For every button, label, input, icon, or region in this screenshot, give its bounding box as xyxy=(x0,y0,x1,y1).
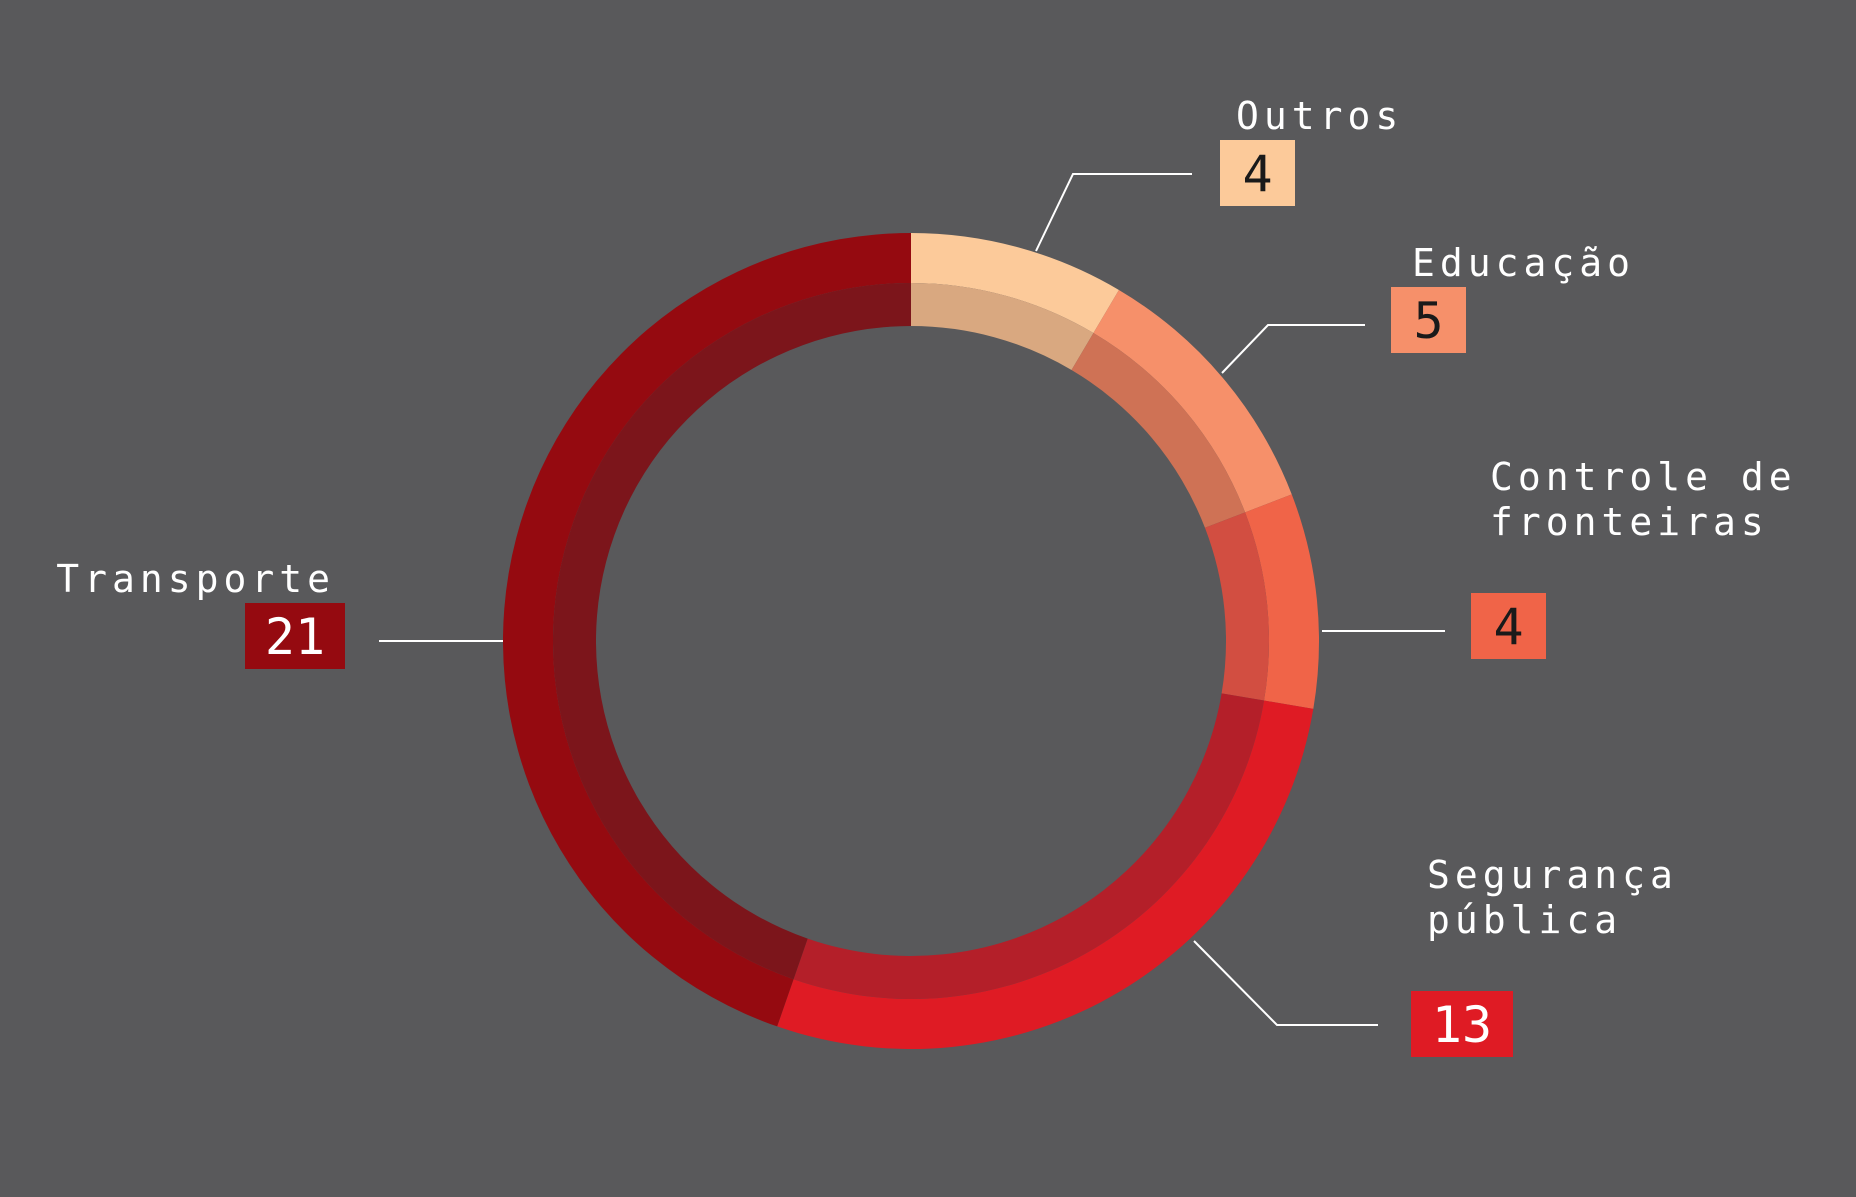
value-label-seguranca-publica: 13 xyxy=(1432,996,1492,1054)
value-label-transporte: 21 xyxy=(265,608,325,666)
leader-line-outros xyxy=(1035,173,1192,252)
value-box-seguranca-publica xyxy=(1411,991,1513,1057)
slice-inner-controle-de-fronteiras xyxy=(1204,512,1270,701)
donut-slices xyxy=(502,233,1319,1050)
value-label-educacao: 5 xyxy=(1413,292,1443,350)
value-box-transporte xyxy=(245,603,345,669)
value-label-outros: 4 xyxy=(1242,145,1272,203)
category-label-controle-de-fronteiras: Controle de xyxy=(1490,455,1797,499)
value-box-educacao xyxy=(1391,287,1466,353)
category-label-controle-de-fronteiras: fronteiras xyxy=(1490,500,1769,544)
value-label-controle-de-fronteiras: 4 xyxy=(1493,598,1523,656)
slice-inner-transporte xyxy=(552,283,911,980)
slice-inner-seguranca-publica xyxy=(793,693,1265,1000)
slice-transporte xyxy=(502,233,911,1027)
slice-seguranca-publica xyxy=(777,700,1314,1050)
category-label-transporte: Transporte xyxy=(56,557,335,601)
category-label-educacao: Educação xyxy=(1412,241,1635,285)
leader-line-educacao xyxy=(1221,324,1365,374)
category-label-seguranca-publica: Segurança xyxy=(1427,853,1678,897)
slice-inner-outros xyxy=(911,283,1094,370)
slice-controle-de-fronteiras xyxy=(1245,494,1319,709)
category-label-outros: Outros xyxy=(1236,94,1403,138)
slice-educacao xyxy=(1093,289,1292,513)
leader-line-seguranca-publica xyxy=(1193,940,1378,1026)
slice-outros xyxy=(911,233,1119,333)
value-box-controle-de-fronteiras xyxy=(1471,593,1546,659)
category-label-seguranca-publica: pública xyxy=(1427,898,1622,942)
value-box-outros xyxy=(1220,140,1295,206)
slice-inner-educacao xyxy=(1071,332,1246,528)
